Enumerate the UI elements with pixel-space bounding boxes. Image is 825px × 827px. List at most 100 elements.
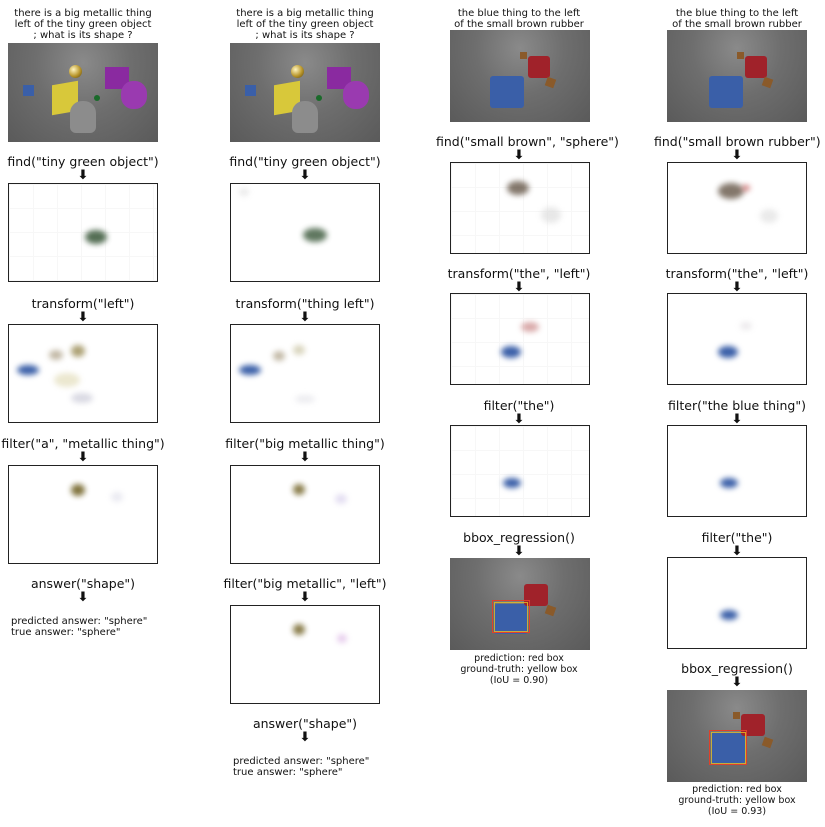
attention-map <box>667 425 807 517</box>
brown-object <box>733 712 740 719</box>
module-label: filter("the blue thing") <box>668 398 806 413</box>
down-arrow-icon: ⬇ <box>513 148 525 163</box>
scene-image <box>230 43 380 142</box>
attention-blob <box>85 230 107 244</box>
module-label: transform("the", "left") <box>665 266 809 281</box>
attention-blob <box>17 365 39 375</box>
brown-cube <box>544 604 557 617</box>
module-label: find("tiny green object") <box>229 154 381 169</box>
attention-blob <box>71 393 93 403</box>
attention-blob <box>501 346 521 358</box>
attention-map <box>450 425 590 517</box>
attention-blob <box>71 484 85 496</box>
down-arrow-icon: ⬇ <box>299 730 311 745</box>
attention-map <box>8 465 158 564</box>
ground-truth-box <box>494 602 528 632</box>
attention-map <box>667 293 807 385</box>
down-arrow-icon: ⬇ <box>731 148 743 163</box>
attention-blob <box>503 478 521 488</box>
attention-blob <box>720 478 738 488</box>
true-answer: true answer: "sphere" <box>11 627 121 638</box>
attention-blob <box>239 188 249 196</box>
module-label: answer("shape") <box>30 576 136 591</box>
red-cube <box>528 56 550 78</box>
down-arrow-icon: ⬇ <box>513 280 525 295</box>
red-cube <box>524 584 548 606</box>
question-caption: there is a big metallic thing left of th… <box>236 8 374 41</box>
attention-blob <box>49 350 63 360</box>
blue-cube <box>494 604 528 634</box>
attention-blob <box>521 322 539 332</box>
scene-image <box>450 558 590 650</box>
module-label: filter("a", "metallic thing") <box>1 436 165 451</box>
attention-blob <box>295 395 315 403</box>
module-label: filter("big metallic thing") <box>225 436 385 451</box>
brown-cube <box>761 736 774 749</box>
green-object <box>94 95 100 101</box>
down-arrow-icon: ⬇ <box>731 412 743 427</box>
attention-map <box>450 293 590 385</box>
attention-blob <box>720 610 738 620</box>
purple-cylinder <box>121 81 147 109</box>
brown-object <box>737 52 744 59</box>
attention-map <box>8 324 158 423</box>
blue-cube <box>711 732 745 764</box>
purple-cylinder <box>343 81 369 109</box>
module-label: bbox_regression() <box>463 530 575 545</box>
attention-map <box>667 162 807 254</box>
attention-blob <box>742 185 750 191</box>
attention-map <box>230 605 380 704</box>
predicted-answer: predicted answer: "sphere" <box>233 756 370 767</box>
module-label: answer("shape") <box>252 716 358 731</box>
blue-cube <box>490 76 524 108</box>
predicted-answer: predicted answer: "sphere" <box>11 616 148 627</box>
gray-cylinder <box>70 101 96 133</box>
down-arrow-icon: ⬇ <box>731 675 743 690</box>
blue-cube <box>709 76 743 108</box>
attention-blob <box>335 494 347 504</box>
attention-blob <box>71 345 85 357</box>
attention-map <box>230 465 380 564</box>
attention-blob <box>293 624 305 635</box>
module-label: filter("the") <box>701 530 773 545</box>
attention-blob <box>111 492 123 502</box>
brown-cube <box>544 76 557 89</box>
blue-cube <box>23 85 34 96</box>
gray-cylinder <box>292 101 318 133</box>
attention-map <box>667 557 807 649</box>
module-label: find("tiny green object") <box>7 154 159 169</box>
down-arrow-icon: ⬇ <box>513 544 525 559</box>
down-arrow-icon: ⬇ <box>731 280 743 295</box>
attention-blob <box>303 228 327 242</box>
attention-blob <box>740 322 752 330</box>
scene-image <box>667 690 807 782</box>
attention-blob <box>239 365 261 375</box>
bbox-result-note: prediction: red box ground-truth: yellow… <box>678 784 796 817</box>
prediction-box <box>492 600 530 633</box>
attention-blob <box>273 351 285 361</box>
module-label: transform("the", "left") <box>447 266 591 281</box>
brown-object <box>520 52 527 59</box>
down-arrow-icon: ⬇ <box>513 412 525 427</box>
attention-map <box>450 162 590 254</box>
scene-image <box>8 43 158 142</box>
purple-cube <box>105 67 129 89</box>
purple-cube <box>327 67 351 89</box>
attention-map <box>230 183 380 282</box>
true-answer: true answer: "sphere" <box>233 767 343 778</box>
question-caption: there is a big metallic thing left of th… <box>14 8 152 41</box>
attention-blob <box>54 373 80 387</box>
attention-blob <box>541 207 561 223</box>
down-arrow-icon: ⬇ <box>77 590 89 605</box>
red-cube <box>741 714 765 736</box>
down-arrow-icon: ⬇ <box>77 450 89 465</box>
down-arrow-icon: ⬇ <box>299 450 311 465</box>
bbox-result-note: prediction: red box ground-truth: yellow… <box>460 653 578 686</box>
gold-sphere <box>291 65 304 78</box>
attention-blob <box>337 634 347 643</box>
blue-cube <box>245 85 256 96</box>
gold-sphere <box>69 65 82 78</box>
attention-blob <box>507 181 529 195</box>
attention-blob <box>293 484 305 495</box>
